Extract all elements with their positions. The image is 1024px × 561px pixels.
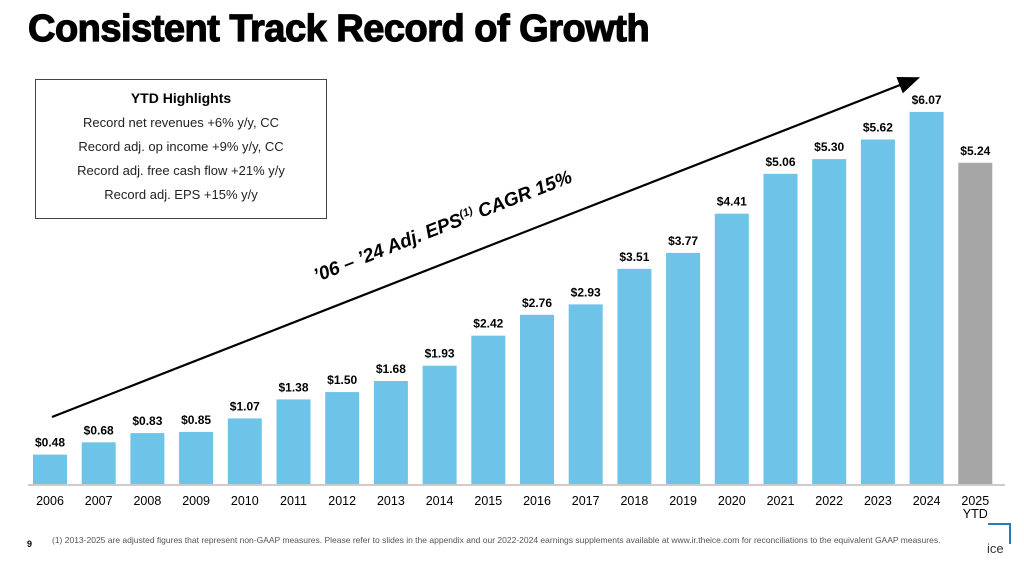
data-label: $6.07 <box>912 93 942 107</box>
data-label: $1.07 <box>230 399 260 413</box>
cagr-annotation-footnote-ref: (1) <box>458 205 475 221</box>
x-tick-label: 2009 <box>182 494 210 508</box>
x-tick-label: 2020 <box>718 494 746 508</box>
bar-2021 <box>763 173 798 484</box>
x-tick-label: 2021 <box>767 494 795 508</box>
data-label: $2.42 <box>473 317 503 331</box>
bar-2009 <box>179 431 214 484</box>
data-label: $1.68 <box>376 362 406 376</box>
cagr-arrow <box>51 76 921 419</box>
highlight-item: Record adj. op income +9% y/y, CC <box>78 139 284 154</box>
highlights-heading: YTD Highlights <box>130 90 232 106</box>
x-tick-label: 2007 <box>85 494 113 508</box>
highlight-item: Record adj. EPS +15% y/y <box>104 187 258 202</box>
x-tick-label: 2024 <box>913 494 941 508</box>
footnote: (1) 2013-2025 are adjusted figures that … <box>52 535 941 545</box>
data-label: $5.62 <box>863 120 893 134</box>
bar-2010 <box>227 418 262 484</box>
data-label: $3.51 <box>619 250 649 264</box>
bar-2015 <box>471 335 506 484</box>
bar-2020 <box>714 213 749 485</box>
x-tick-label: 2018 <box>620 494 648 508</box>
ytd-highlights-box: YTD Highlights Record net revenues +6% y… <box>35 79 327 219</box>
data-label: $0.85 <box>181 413 211 427</box>
bar-2006 <box>33 454 67 484</box>
x-tick-label: 2012 <box>328 494 356 508</box>
data-label: $2.76 <box>522 296 552 310</box>
bar-2023 <box>860 139 895 484</box>
bar-2012 <box>325 392 360 484</box>
bar-2025-ytd <box>958 162 993 484</box>
x-tick-label: 2015 <box>474 494 502 508</box>
data-label: $1.50 <box>327 373 357 387</box>
x-tick-label: 2014 <box>426 494 454 508</box>
x-tick-label: 2008 <box>133 494 161 508</box>
x-tick-label: 2025 <box>961 494 989 508</box>
data-label: $0.68 <box>84 423 114 437</box>
bar-2014 <box>422 365 457 484</box>
data-label: $1.93 <box>425 347 455 361</box>
highlight-item: Record adj. free cash flow +21% y/y <box>77 163 285 178</box>
bar-2011 <box>276 399 311 484</box>
bar-2019 <box>666 252 701 484</box>
highlight-item: Record net revenues +6% y/y, CC <box>83 115 279 130</box>
cagr-annotation-rate: CAGR 15% <box>470 167 575 225</box>
bar-2022 <box>812 159 847 485</box>
bar-2007 <box>81 442 116 484</box>
x-tick-label: 2019 <box>669 494 697 508</box>
bar-2016 <box>520 314 554 484</box>
data-label: $0.48 <box>35 436 65 450</box>
x-tick-label: 2023 <box>864 494 892 508</box>
ice-logo-text: ice <box>987 541 1004 556</box>
data-label: $0.83 <box>132 414 162 428</box>
data-label: $2.93 <box>571 285 601 299</box>
x-tick-label: 2013 <box>377 494 405 508</box>
x-tick-label: 2022 <box>815 494 843 508</box>
x-tick-label: 2010 <box>231 494 259 508</box>
bar-2013 <box>373 381 408 484</box>
x-tick-label: 2006 <box>36 494 64 508</box>
x-tick-label: 2017 <box>572 494 600 508</box>
x-tick-label: 2011 <box>280 494 307 508</box>
bar-2017 <box>568 304 603 484</box>
bar-2008 <box>130 433 165 484</box>
page-number: 9 <box>27 539 33 549</box>
cagr-annotation-text: ’06 – ’24 Adj. EPS <box>311 210 466 287</box>
ice-logo: ice <box>987 523 1011 556</box>
data-label: $5.06 <box>765 155 795 169</box>
bar-2018 <box>617 268 652 484</box>
data-label: $5.30 <box>814 140 844 154</box>
data-label: $3.77 <box>668 234 698 248</box>
page-title: Consistent Track Record of Growth <box>27 7 650 50</box>
x-tick-label: 2016 <box>523 494 551 508</box>
x-tick-label: YTD <box>963 507 988 521</box>
data-label: $4.41 <box>717 195 747 209</box>
data-label: $1.38 <box>278 380 308 394</box>
bar-2024 <box>909 111 944 484</box>
data-label: $5.24 <box>960 144 990 158</box>
